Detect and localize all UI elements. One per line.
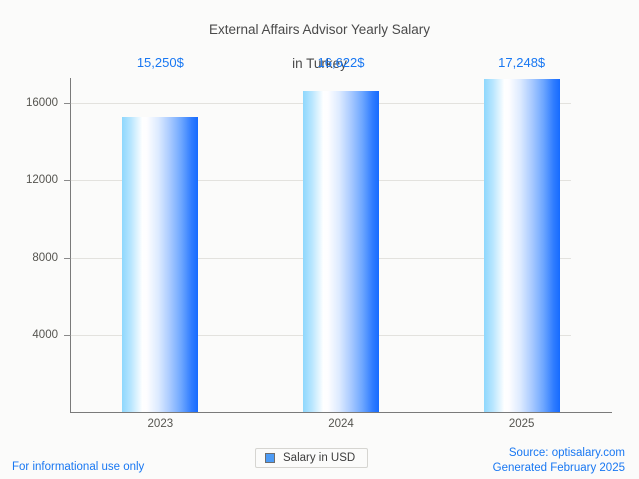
y-axis-tick-label: 8000 [32,251,58,264]
chart-title-line-1: External Affairs Advisor Yearly Salary [208,22,431,37]
generated-text: Generated February 2025 [492,462,625,474]
bar-2023[interactable] [122,117,198,412]
y-axis-line [70,78,71,413]
y-axis-tick-label: 4000 [32,328,58,341]
chart-legend[interactable]: Salary in USD [255,448,369,468]
source-text: Source: optisalary.com [508,447,625,459]
y-axis-tick-label: 16000 [26,97,58,109]
y-axis-tick-label: 12000 [26,174,58,187]
x-axis-line [70,412,612,413]
bar-value-label: 15,250$ [136,55,184,70]
y-axis-tick [64,180,71,182]
x-axis-tick-label: 2025 [508,418,535,430]
chart-title-line-2: in Turkey [292,56,347,71]
source-info: Source: optisalary.com Generated Februar… [493,446,625,476]
chart-title: External Affairs Advisor Yearly Salary i… [0,4,639,89]
y-axis-tick [64,334,71,336]
legend-swatch-icon [265,453,275,463]
bar-value-label: 17,248$ [498,55,546,70]
y-axis-tick [64,103,71,104]
x-axis-tick-label: 2023 [147,418,174,430]
x-axis-tick-label: 2024 [328,418,354,430]
bar-2024[interactable] [303,90,379,412]
y-axis-tick [64,257,71,259]
legend-item-label: Salary in USD [283,452,356,464]
disclaimer-text: For informational use only [12,461,145,473]
bar-value-label: 16,622$ [317,55,365,70]
bar-2025[interactable] [484,78,560,412]
